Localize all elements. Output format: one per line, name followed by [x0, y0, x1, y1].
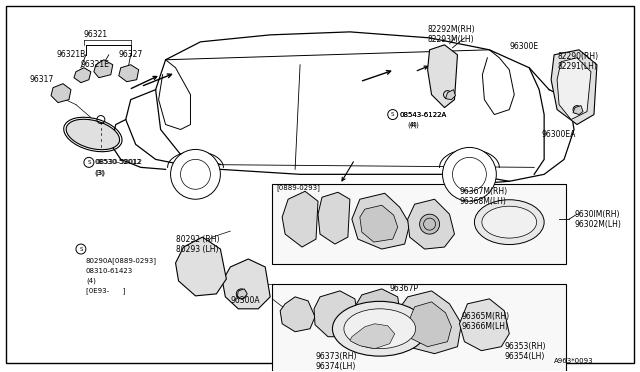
- Text: (4): (4): [408, 121, 417, 128]
- Polygon shape: [282, 191, 318, 247]
- Polygon shape: [222, 259, 270, 309]
- Text: 96302M(LH): 96302M(LH): [574, 219, 621, 229]
- Polygon shape: [408, 302, 451, 347]
- Text: 80292 (RH): 80292 (RH): [175, 235, 219, 244]
- Polygon shape: [314, 291, 360, 337]
- Text: S: S: [87, 160, 91, 165]
- Circle shape: [442, 147, 497, 201]
- Text: [0889-0293]: [0889-0293]: [276, 184, 320, 191]
- Circle shape: [171, 150, 220, 199]
- Polygon shape: [119, 65, 139, 82]
- Text: 96317: 96317: [29, 75, 53, 84]
- Text: 82290(RH): 82290(RH): [557, 52, 598, 61]
- Text: 96367P: 96367P: [390, 284, 419, 294]
- Text: 9630lM(RH): 9630lM(RH): [574, 210, 620, 219]
- Text: 08310-61423: 08310-61423: [86, 268, 133, 274]
- Text: 96300E: 96300E: [509, 42, 538, 51]
- Text: (3): (3): [95, 169, 105, 176]
- Ellipse shape: [332, 301, 427, 356]
- Text: 96321: 96321: [84, 31, 108, 39]
- Text: S: S: [391, 112, 394, 117]
- Text: 96321E: 96321E: [81, 60, 110, 69]
- Ellipse shape: [66, 119, 120, 150]
- Text: (3): (3): [96, 169, 106, 176]
- Polygon shape: [396, 291, 461, 354]
- Polygon shape: [280, 297, 315, 332]
- Polygon shape: [360, 205, 397, 242]
- Text: 08543-6122A: 08543-6122A: [400, 112, 447, 118]
- Text: 08530-52012: 08530-52012: [95, 159, 142, 166]
- Text: 96353(RH): 96353(RH): [504, 342, 546, 351]
- Text: (4): (4): [86, 278, 96, 284]
- Text: S: S: [79, 247, 83, 251]
- Text: 08530-52012: 08530-52012: [96, 159, 143, 166]
- Polygon shape: [94, 60, 113, 78]
- Polygon shape: [318, 192, 350, 244]
- Text: 96365M(RH): 96365M(RH): [461, 312, 509, 321]
- Text: 96373(RH): 96373(RH): [315, 352, 356, 361]
- Text: A963*0093: A963*0093: [554, 357, 594, 363]
- Ellipse shape: [474, 200, 544, 244]
- Text: 82293M(LH): 82293M(LH): [428, 35, 474, 44]
- Text: 96367M(RH): 96367M(RH): [460, 187, 508, 196]
- Text: [0E93-      ]: [0E93- ]: [86, 288, 125, 294]
- Text: 96300A: 96300A: [230, 296, 260, 305]
- Polygon shape: [237, 289, 247, 299]
- Text: 80293 (LH): 80293 (LH): [175, 244, 218, 254]
- Bar: [272, 184, 566, 264]
- Text: 96366M(LH): 96366M(LH): [461, 322, 508, 331]
- Circle shape: [420, 214, 440, 234]
- Polygon shape: [551, 50, 597, 125]
- Polygon shape: [175, 237, 227, 296]
- Text: 96321B: 96321B: [56, 50, 85, 59]
- Polygon shape: [557, 58, 591, 119]
- Text: 96354(LH): 96354(LH): [504, 352, 545, 361]
- Text: 96300EA: 96300EA: [541, 130, 575, 139]
- Text: 08543-6122A: 08543-6122A: [400, 112, 447, 118]
- Polygon shape: [408, 199, 454, 249]
- Text: 96368M(LH): 96368M(LH): [460, 197, 506, 206]
- Text: 96327: 96327: [119, 50, 143, 59]
- Polygon shape: [352, 193, 410, 249]
- Ellipse shape: [482, 206, 537, 238]
- Polygon shape: [428, 45, 458, 108]
- Polygon shape: [573, 106, 583, 115]
- Polygon shape: [460, 299, 509, 351]
- Polygon shape: [445, 90, 456, 100]
- Polygon shape: [350, 324, 395, 349]
- Polygon shape: [51, 84, 71, 103]
- Text: (4): (4): [410, 121, 420, 128]
- Polygon shape: [355, 289, 402, 335]
- Text: 82291(LH): 82291(LH): [557, 62, 597, 71]
- Polygon shape: [74, 68, 91, 83]
- Text: 82292M(RH): 82292M(RH): [428, 25, 476, 34]
- Ellipse shape: [344, 309, 415, 349]
- Text: 80290A[0889-0293]: 80290A[0889-0293]: [86, 258, 157, 264]
- Bar: [272, 284, 566, 372]
- Text: 96374(LH): 96374(LH): [315, 362, 355, 371]
